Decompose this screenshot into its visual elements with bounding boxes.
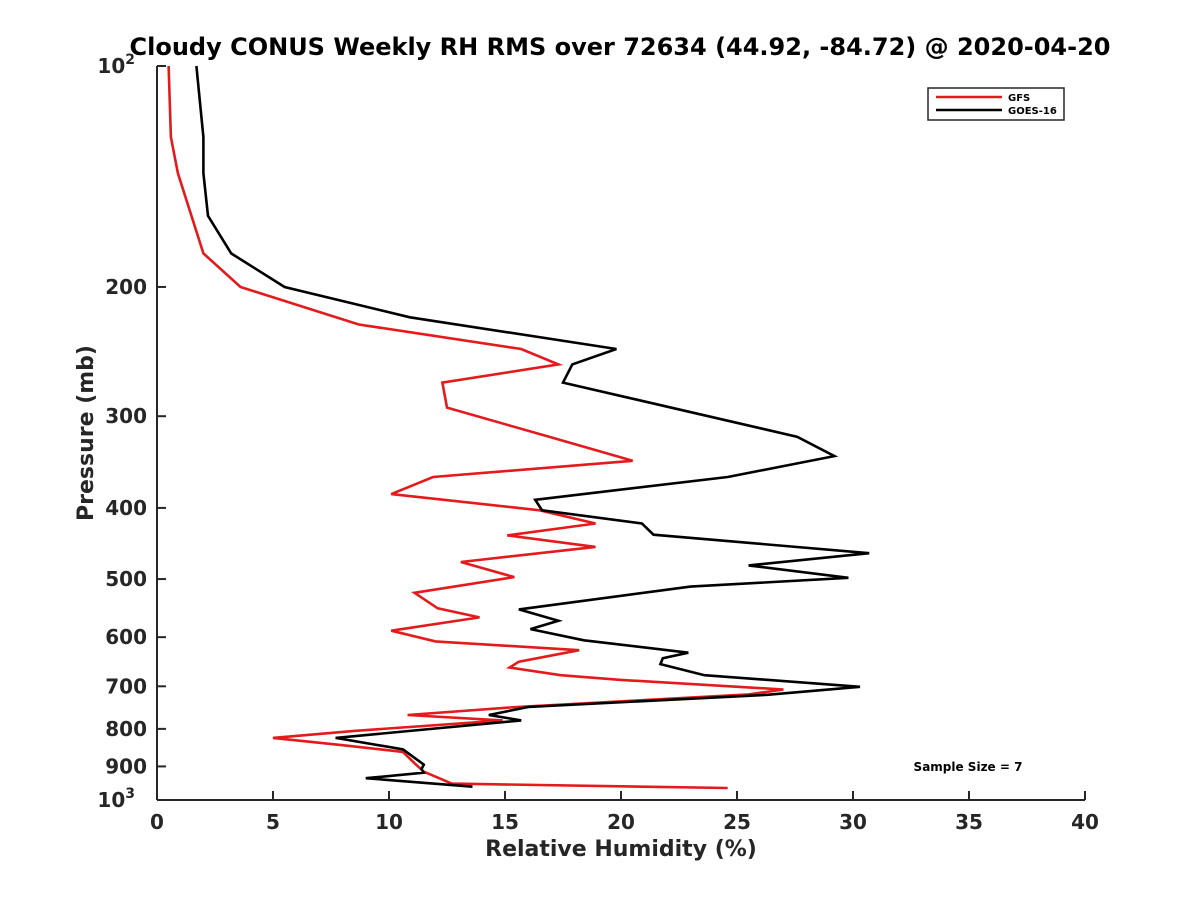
y-tick-label: 400 xyxy=(105,496,147,520)
x-tick-label: 10 xyxy=(375,810,403,834)
x-tick-label: 20 xyxy=(607,810,635,834)
y-tick-label: 102 xyxy=(97,52,135,78)
plot-area-frame xyxy=(157,66,1085,800)
sample-size-annotation: Sample Size = 7 xyxy=(914,760,1023,774)
x-axis-ticks: 0 5 10 15 20 25 30 35 40 xyxy=(150,791,1099,834)
y-tick-label: 500 xyxy=(105,567,147,591)
x-axis-label: Relative Humidity (%) xyxy=(485,837,757,862)
x-tick-label: 5 xyxy=(266,810,280,834)
y-tick-label: 200 xyxy=(105,275,147,299)
series-lines xyxy=(167,65,870,790)
x-tick-label: 15 xyxy=(491,810,519,834)
series-line-gfs xyxy=(167,65,784,790)
y-tick-label: 300 xyxy=(105,404,147,428)
chart-title: Cloudy CONUS Weekly RH RMS over 72634 (4… xyxy=(130,33,1111,61)
y-axis-ticks: 102 200 300 400 500 600 700 800 900 103 xyxy=(97,52,166,812)
x-tick-label: 30 xyxy=(839,810,867,834)
legend: GFS GOES-16 xyxy=(927,87,1065,121)
x-tick-label: 35 xyxy=(955,810,983,834)
y-axis-label: Pressure (mb) xyxy=(74,345,99,521)
y-tick-label: 103 xyxy=(97,786,135,812)
series-line-goes16 xyxy=(195,65,870,788)
x-tick-label: 0 xyxy=(150,810,164,834)
x-tick-label: 25 xyxy=(723,810,751,834)
y-tick-label: 700 xyxy=(105,674,147,698)
y-tick-label: 600 xyxy=(105,625,147,649)
legend-box xyxy=(927,87,1065,121)
legend-label-goes16: GOES-16 xyxy=(1008,106,1057,117)
y-tick-label: 900 xyxy=(105,754,147,778)
legend-label-gfs: GFS xyxy=(1008,93,1030,104)
y-tick-label: 800 xyxy=(105,717,147,741)
x-tick-label: 40 xyxy=(1071,810,1099,834)
